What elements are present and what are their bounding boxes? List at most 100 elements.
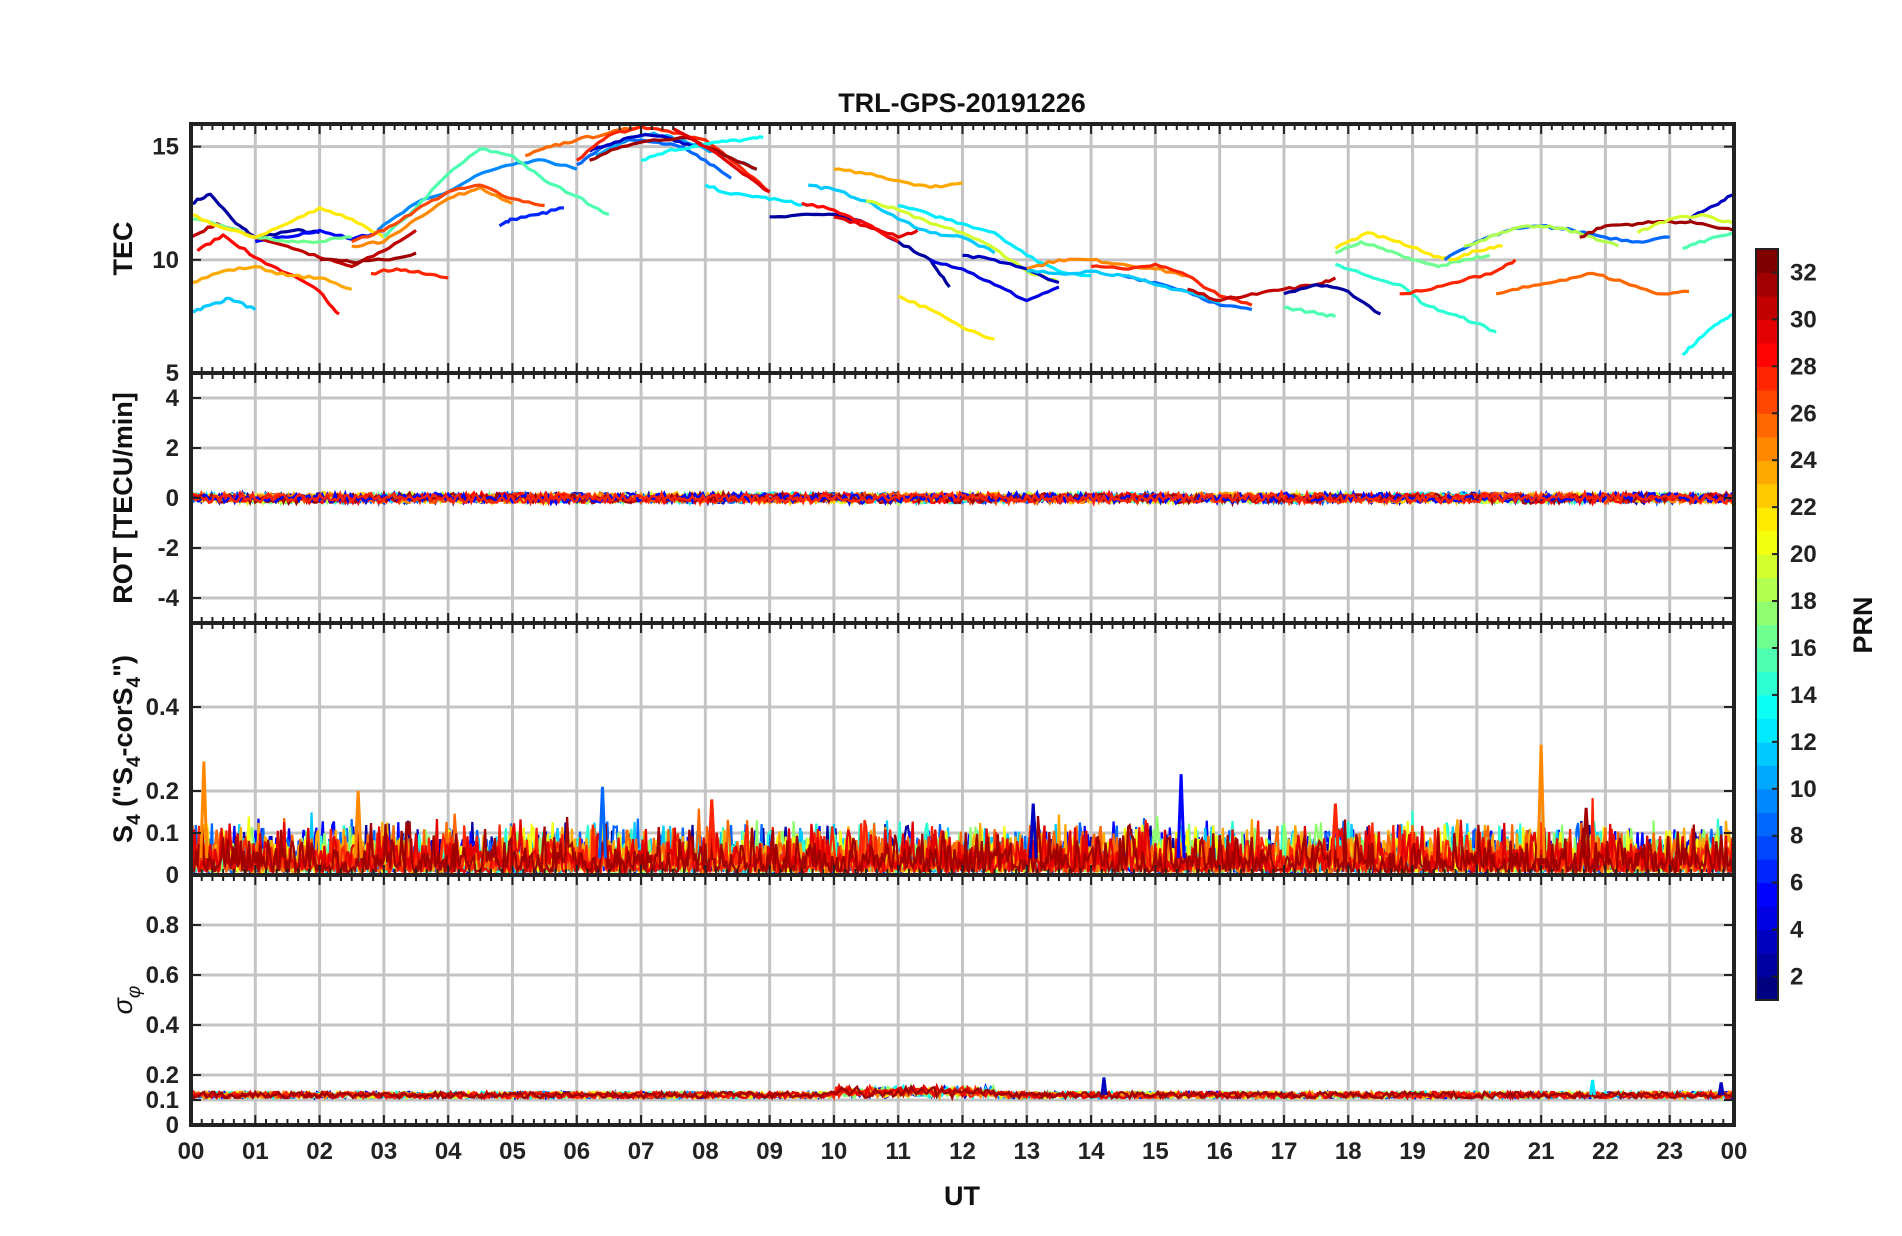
tec-series-prn-13 [640,135,764,162]
y-tick-label: 0.4 [146,694,180,721]
colorbar-segment [1756,601,1778,626]
tec-series-prn-25 [1495,271,1690,296]
tec-series-prn-28 [196,233,340,316]
y-tick-label: 0.1 [146,1087,179,1114]
x-tick-label: 11 [886,1138,911,1165]
tec-series-prn-9 [376,158,578,232]
y-tick-label: 0.1 [146,820,179,847]
colorbar-segment [1756,741,1778,766]
tec-series-prn-23 [191,265,353,291]
y-tick-label: -4 [158,585,180,612]
sigma-spike [1589,1079,1597,1096]
colorbar-tick-label: 16 [1790,635,1817,662]
colorbar-tick-label: 10 [1790,776,1817,803]
colorbar-segment [1756,788,1778,813]
colorbar-tick-label: 8 [1790,823,1803,850]
sigma-spike [1717,1082,1725,1096]
x-tick-label: 04 [435,1138,462,1165]
s4-spike [1330,803,1340,859]
tec-series-prn-23 [833,167,963,189]
colorbar-label: PRN [1848,596,1878,653]
tec-series-prn-24 [351,185,514,249]
colorbar-segment [1756,342,1778,367]
s4-spike [707,799,717,859]
y-tick-label: 10 [152,247,179,274]
y-tick-label: 15 [152,134,179,161]
x-tick-label: 15 [1142,1138,1169,1165]
sigma-series-prn-31 [191,1084,1734,1102]
colorbar-segment [1756,436,1778,461]
colorbar-segment [1756,929,1778,954]
tec-series-prn-18 [1463,224,1620,248]
tec-series-prn-11 [191,296,257,314]
colorbar-frame [1755,248,1779,1001]
y-tick-label: 0.2 [146,778,179,805]
colorbar-segment [1756,906,1778,931]
s4-spike [1028,803,1038,859]
plot-area-rot [191,488,1734,508]
tec-series-prn-15 [382,147,610,239]
colorbar-segment [1756,694,1778,719]
colorbar-tick-label: 4 [1790,917,1804,944]
colorbar-segment [1756,718,1778,743]
tec-series-prn-31 [319,251,417,265]
x-tick-label: 07 [628,1138,655,1165]
y-tick-label: 0 [166,862,179,889]
panel-s4: 0 0.1 0.2 0.4S4 ("S4-corS4") [108,621,1736,889]
panel-frame [189,873,1736,1127]
tec-series-prn-2 [191,192,321,239]
x-tick-label: 20 [1463,1138,1490,1165]
colorbar-segment [1756,389,1778,414]
tec-series-prn-19 [1636,212,1734,235]
y-tick-label: 0.2 [146,1062,179,1089]
x-tick-label: 02 [306,1138,333,1165]
tec-series-prn-4 [929,258,1060,303]
colorbar-segment [1756,882,1778,907]
x-tick-label: 13 [1013,1138,1040,1165]
plot-area-tec [191,124,1734,357]
tec-series-prn-28 [801,201,900,244]
s4-spike [199,761,209,859]
x-axis-label: UT [944,1181,980,1211]
y-tick-label: 0.4 [146,1012,180,1039]
colorbar-tick-label: 12 [1790,729,1817,756]
panel-rot: -4 -2 0 2 4 ROT [TECU/min] [108,371,1736,625]
colorbar-tick-label: 30 [1790,306,1817,333]
y-tick-label: 0 [166,1112,179,1139]
tec-series-prn-26 [351,183,545,244]
tec-series-prn-11 [808,183,996,255]
y-tick-label: 0.8 [146,912,179,939]
x-tick-label: 08 [692,1138,719,1165]
s4-spike [353,790,363,859]
tec-series-prn-13 [1681,312,1734,357]
colorbar-segment [1756,953,1778,978]
x-tick-label: 10 [821,1138,848,1165]
tec-series-prn-24 [1026,257,1188,278]
colorbar-segment [1756,319,1778,344]
s4-spike [1176,774,1186,859]
y-axis-label-rot: ROT [TECU/min] [108,392,138,603]
y-tick-label: 2 [166,435,179,462]
tec-series-prn-11 [1026,269,1221,305]
tec-series-prn-6 [498,206,564,228]
x-tick-label: 14 [1078,1138,1105,1165]
colorbar-segment [1756,624,1778,649]
y-tick-label: 0 [166,485,179,512]
chart-title: TRL-GPS-20191226 [838,88,1086,118]
colorbar-tick-label: 14 [1790,682,1817,709]
x-tick-label: 05 [499,1138,526,1165]
x-tick-label: 06 [563,1138,590,1165]
panel-sigma-phi: 00.10.2 0.4 0.6 0.8 σφ [108,873,1736,1139]
colorbar-tick-label: 6 [1790,870,1803,897]
y-axis-label-sigma_phi: σφ [108,986,145,1015]
x-tick-label: 00 [1721,1138,1748,1165]
tec-series-prn-14 [1334,262,1497,334]
x-tick-label: 17 [1271,1138,1298,1165]
tec-series-prn-31 [1579,219,1734,239]
colorbar-segment [1756,460,1778,485]
tec-series-prn-27 [1399,258,1517,296]
x-tick-label: 12 [949,1138,976,1165]
sigma-spike [1100,1077,1108,1096]
